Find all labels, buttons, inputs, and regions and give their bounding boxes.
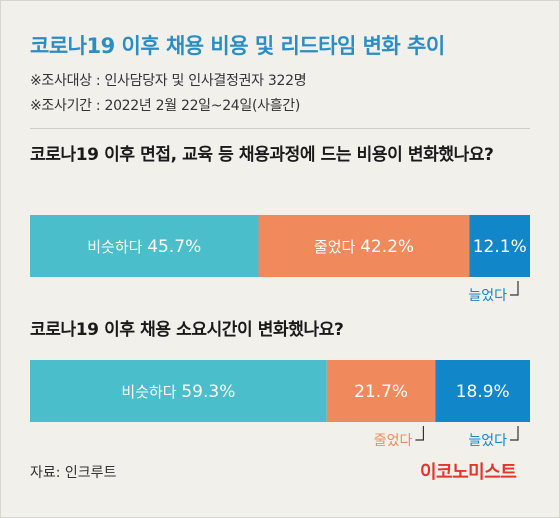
question-time: 코로나19 이후 채용 소요시간이 변화했나요? [30,320,344,340]
divider [30,128,530,129]
segment-label: 비슷하다 59.3% [121,382,235,402]
bar-segment [435,360,530,422]
callout-line [510,426,519,441]
survey-target: ※조사대상 : 인사담당자 및 인사결정권자 322명 [30,73,307,89]
callout-label: 줄었다 [374,433,413,449]
source-note: 자료: 인크루트 [30,465,117,481]
callout-label: 늘었다 [468,288,507,304]
segment-label: 줄었다 42.2% [314,237,414,257]
segment-label: 비슷하다 45.7% [87,237,201,257]
brand-logo: 이코노미스트 [420,462,517,483]
segment-value: 12.1% [473,237,527,257]
callout-line [510,281,519,296]
question-cost: 코로나19 이후 면접, 교육 등 채용과정에 드는 비용이 변화했나요? [30,145,494,165]
callout-line [415,426,425,441]
bar-segment [258,215,470,277]
segment-value: 18.9% [456,382,510,402]
bar-segment [469,215,530,277]
bar-segment [30,360,327,422]
survey-period: ※조사기간 : 2022년 2월 22일~24일(사흘간) [30,98,301,114]
callout-label: 늘었다 [468,433,507,449]
bar-segment [30,215,259,277]
page-title: 코로나19 이후 채용 비용 및 리드타임 변화 추이 [30,34,445,58]
segment-value: 21.7% [354,382,408,402]
bar-segment [326,360,436,422]
